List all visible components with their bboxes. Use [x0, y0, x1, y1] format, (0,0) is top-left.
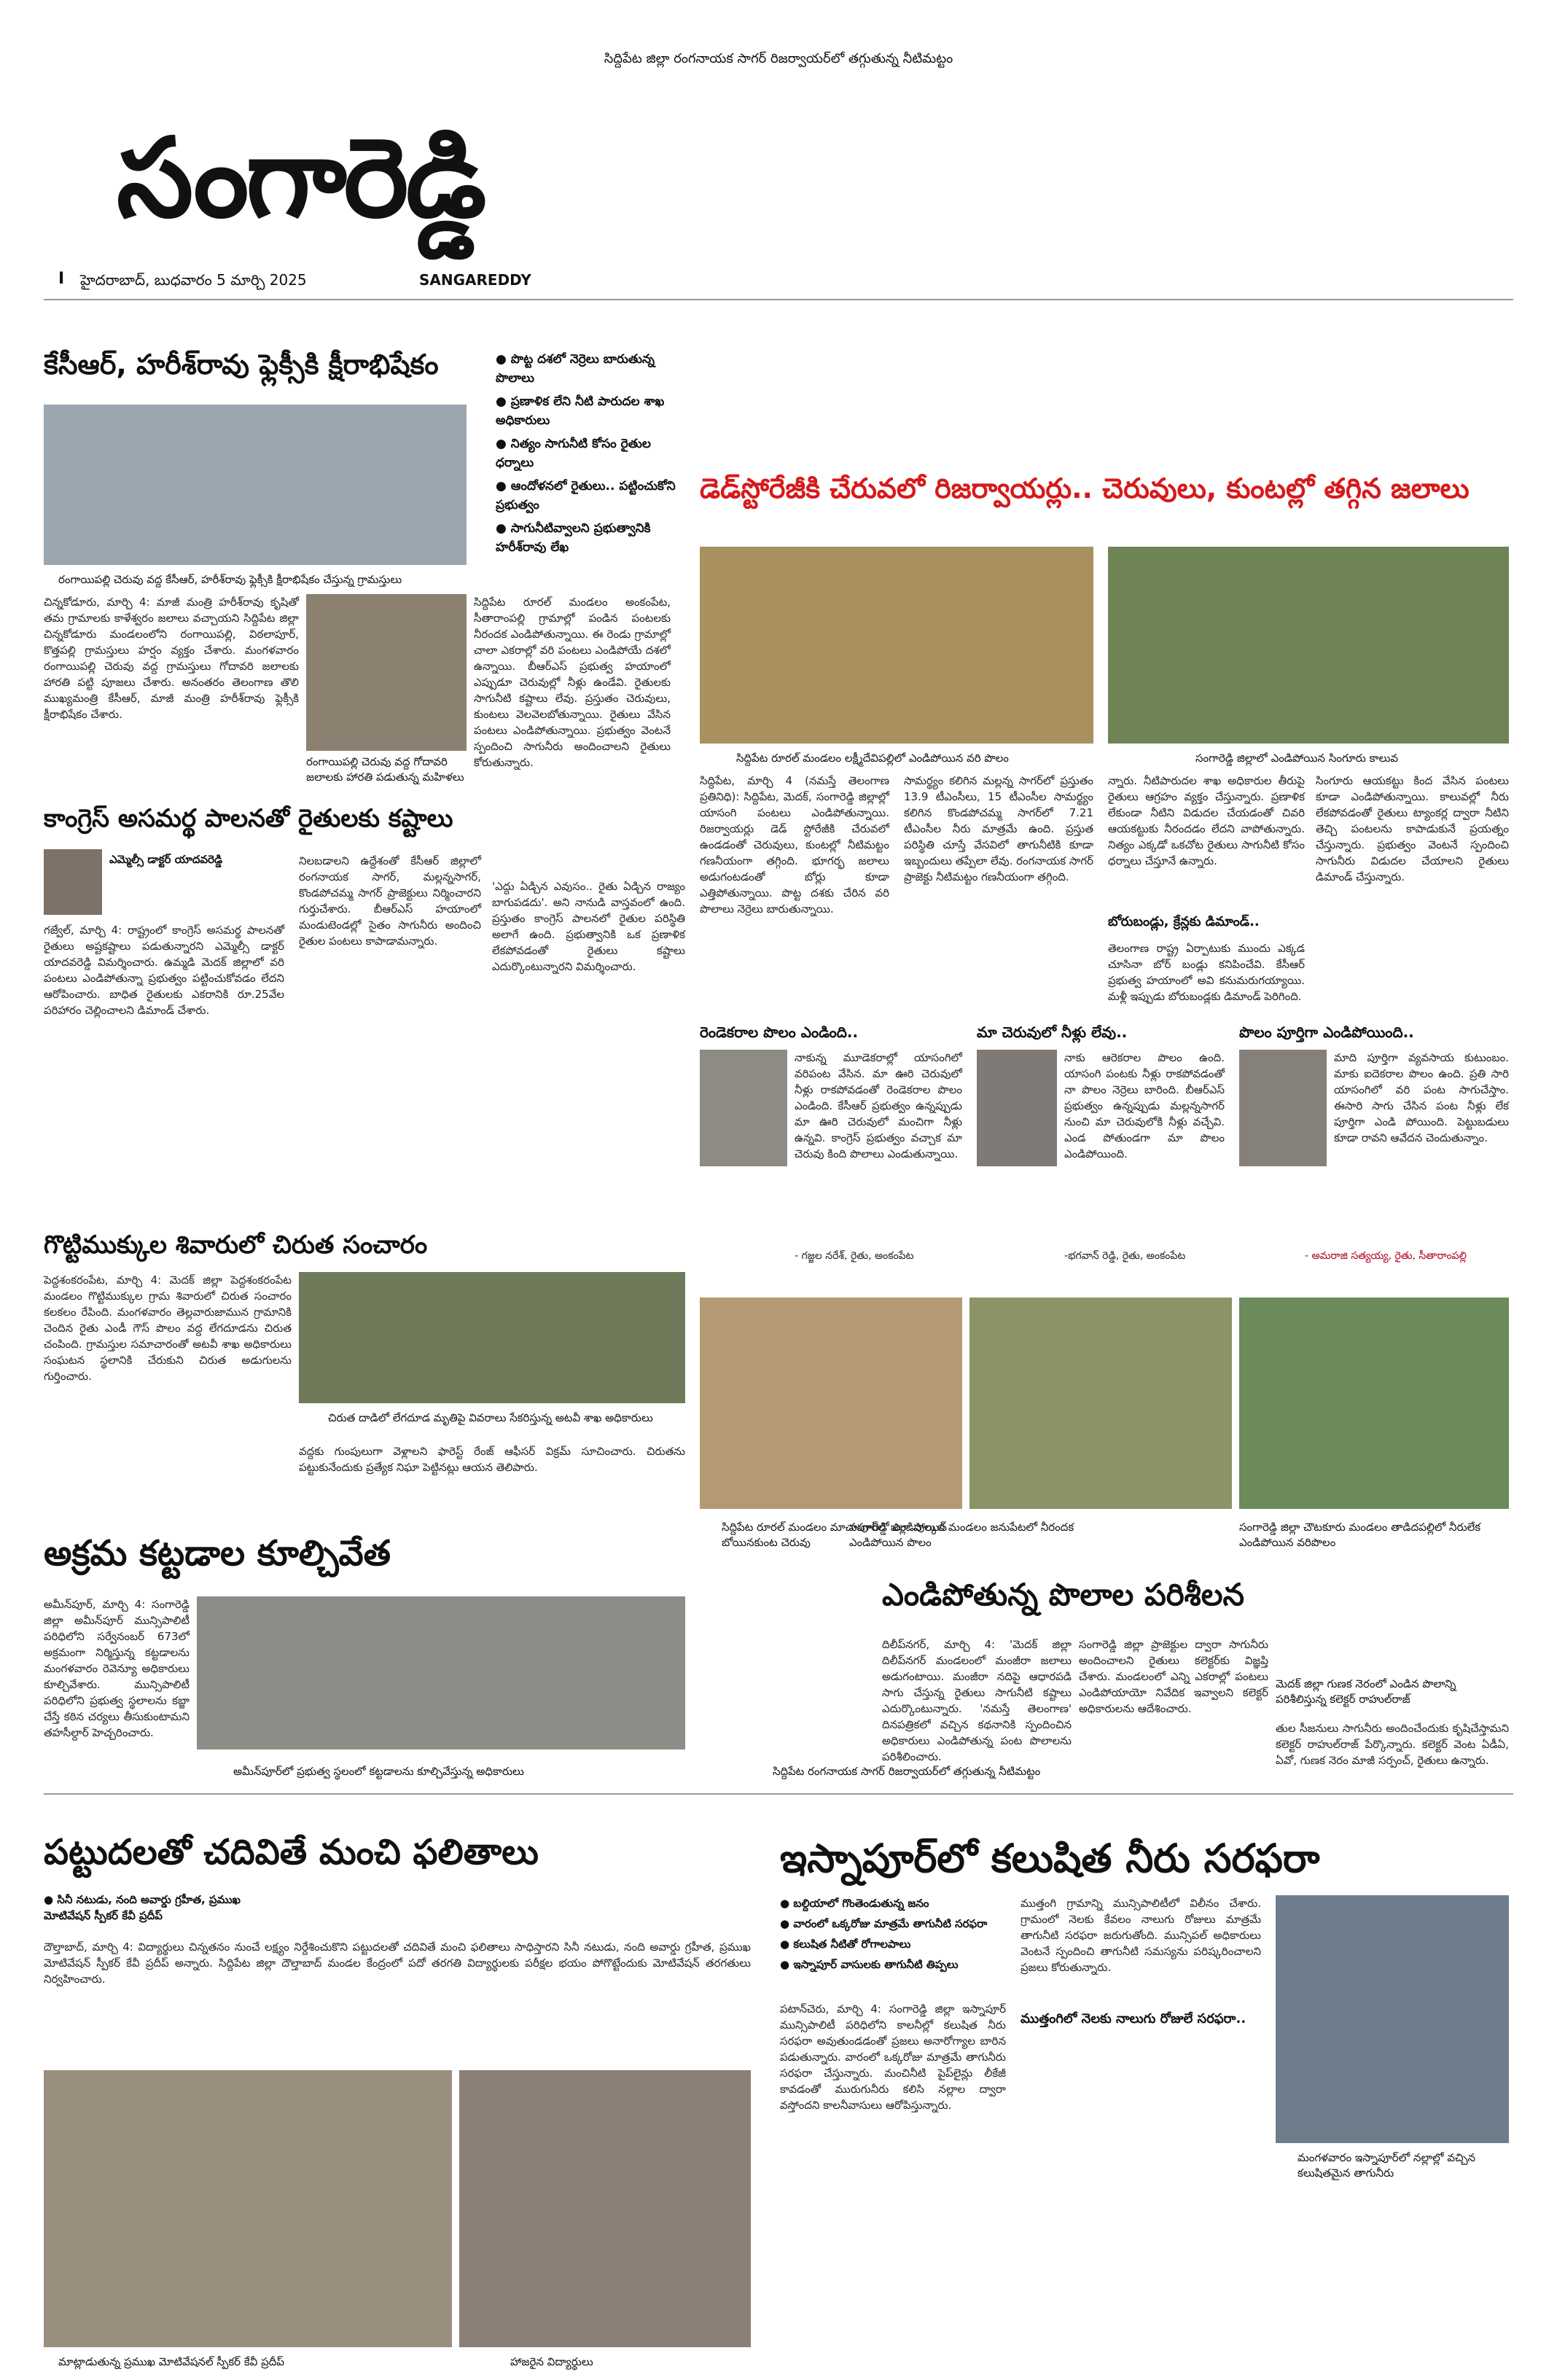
field-visit-headline: ఎండిపోతున్న పొలాల పరిశీలన	[882, 1577, 1245, 1612]
highlight-item: నిత్యం సాగునీటి కోసం రైతుల ధర్నాలు	[496, 434, 685, 472]
quote3-body: మాది పూర్తిగా వ్యవసాయ కుటుంబం. మాకు ఐదెక…	[1334, 1051, 1509, 1144]
story1-photo2	[306, 594, 467, 751]
congress-byline: ఎమ్మెల్సీ డాక్టర్ యాదవరెడ్డి	[109, 853, 223, 866]
mid-photo2-caption: సంగారెడ్డి జిల్లా పుల్కల్ మండలం జనుపేటలో…	[849, 1521, 1074, 1549]
quote1-photo	[700, 1050, 787, 1166]
water-body: పటాన్‌చెరు, మార్చి 4: సంగారెడ్డి జిల్లా …	[780, 2002, 1006, 2112]
water-bullet: కలుషిత నీటితో రోగాలపాలు	[780, 1936, 1013, 1952]
education-caption1: మాట్లాడుతున్న ప్రముఖ మోటివేషనల్ స్పీకర్ …	[58, 2355, 284, 2368]
quote2-headline: మా చెరువులో నీళ్లు లేవు..	[977, 1023, 1128, 1041]
demolition-photo	[197, 1596, 685, 1749]
masthead-title-en: SANGAREDDY	[419, 271, 531, 289]
water-photo	[1276, 1895, 1509, 2143]
education-headline: పట్టుదలతో చదివితే మంచి ఫలితాలు	[44, 1832, 539, 1873]
mid-photo3	[1239, 1298, 1509, 1509]
education-body: దౌల్తాబాద్, మార్చి 4: విద్యార్థులు చిన్న…	[44, 1940, 751, 1986]
story1-photo	[44, 405, 467, 565]
quote1-attr: - గజ్జల నరేశ్, రైతు, అంకంపేట	[795, 1250, 914, 1262]
main-headline: డెడ్‌స్టోరేజీకి చేరువలో రిజర్వాయర్లు.. చ…	[700, 472, 1470, 504]
quote2-body: నాకు ఆరెకరాల పొలం ఉంది. యాసంగి పంటకు నీళ…	[1064, 1051, 1225, 1160]
mid-photo2	[969, 1298, 1232, 1509]
main-photo1	[700, 547, 1093, 744]
water-bullet: బల్దియాలో గొంతెండుతున్న జనం	[780, 1895, 1013, 1911]
education-photo2	[459, 2070, 751, 2347]
water-caption: మంగళవారం ఇస్నాపూర్‌లో నల్లాల్లో వచ్చిన క…	[1298, 2151, 1476, 2180]
main-photo2-caption: సంగారెడ్డి జిల్లాలో ఎండిపోయిన సింగూరు కా…	[1195, 752, 1399, 765]
highlight-item: సాగునీటివ్వాలని ప్రభుత్వానికి హరీశ్‌రావు…	[496, 519, 685, 557]
main-photo2	[1108, 547, 1509, 744]
story1-body2: సిద్దిపేట రూరల్ మండలం అంకంపేట, సీతారాంపల…	[474, 596, 671, 769]
main-body-col3: న్నారు. నీటిపారుదల శాఖ అధికారుల తీరుపై ర…	[1108, 774, 1305, 867]
quote2-attr: -భగవాన్ రెడ్డి, రైతు, అంకంపేట	[1064, 1250, 1186, 1262]
demolition-headline: అక్రమ కట్టడాల కూల్చివేత	[44, 1533, 391, 1574]
main-photo1-caption: సిద్దిపేట రూరల్ మండలం లక్ష్మీదేవిపల్లిలో…	[736, 752, 1009, 765]
congress-body3: 'ఎద్దు ఏడ్చిన ఎవుసం.. రైతు ఏడ్చిన రాజ్యం…	[492, 880, 685, 973]
education-photo1	[44, 2070, 452, 2347]
demolition-caption: అమీన్‌పూర్‌లో ప్రభుత్వ స్థలంలో కట్టడాలను…	[233, 1765, 524, 1778]
highlights-list: పొట్ట దశలో నెర్రెలు బారుతున్న పొలాలు ప్ర…	[496, 350, 685, 561]
cheetah-headline: గొట్టిముక్కుల శివారులో చిరుత సంచారం	[44, 1230, 428, 1260]
highlight-item: పొట్ట దశలో నెర్రెలు బారుతున్న పొలాలు	[496, 350, 685, 388]
top-line: సిద్దిపేట జిల్లా రంగనాయక సాగర్ రిజర్వాయర…	[604, 51, 953, 66]
masthead-rule	[44, 299, 1513, 300]
water-body-top: ముత్తంగి గ్రామాన్ని మున్సిపాలిటీలో విలీన…	[1021, 1897, 1261, 1974]
cheetah-photo	[299, 1272, 685, 1403]
story1-headline: కేసీఆర్, హరీశ్‌రావు ఫ్లెక్సీకి క్షీరాభిష…	[44, 348, 439, 381]
main-body-col4: సింగూరు ఆయకట్టు కింద వేసిన పంటలు కూడా ఎం…	[1316, 774, 1509, 883]
story1-body: చిన్నకోడూరు, మార్చి 4: మాజీ మంత్రి హరీశ్…	[44, 596, 299, 721]
mid-photo1	[700, 1298, 962, 1509]
quote1-headline: రెండెకరాల పొలం ఎండింది..	[700, 1023, 859, 1041]
cheetah-body: పెద్దశంకరంపేట, మార్చి 4: మెదక్ జిల్లా పె…	[44, 1273, 292, 1383]
field-visit-caption: మెదక్ జిల్లా గుణక నెరంలో ఎండిన పొలాన్ని …	[1276, 1677, 1456, 1706]
education-bullet: సినీ నటుడు, నంది అవార్డు గ్రహీత, ప్రముఖ …	[44, 1892, 277, 1924]
quote3-photo	[1239, 1050, 1327, 1166]
field-visit-body2: సంగారెడ్డి జిల్లా ప్రాజెక్టుల ద్వారా సాగ…	[1079, 1638, 1268, 1715]
masthead-title: సంగారెడ్డి	[117, 115, 486, 242]
congress-photo	[44, 849, 102, 915]
main-body-col1: సిద్దిపేట, మార్చి 4 (నమస్తే తెలంగాణ ప్రత…	[700, 774, 889, 916]
congress-body2: నిలబడాలని ఉద్దేశంతో కేసీఆర్ జిల్లాలో రంగ…	[299, 854, 481, 948]
main-subhead-borlu: బోరుబండ్లు, క్రేన్లకు డిమాండ్..	[1108, 914, 1260, 929]
field-visit-body: దిలీప్‌నగర్, మార్చి 4: 'మెదక్ జిల్లా దిల…	[882, 1638, 1072, 1763]
congress-body1: గజ్వేల్, మార్చి 4: రాష్ట్రంలో కాంగ్రెస్ …	[44, 924, 284, 1017]
quote3-headline: పొలం పూర్తిగా ఎండిపోయింది..	[1239, 1023, 1414, 1041]
water-bullet: ఇస్నాపూర్ వాసులకు తాగునీటి తిప్పలు	[780, 1956, 1013, 1973]
highlight-item: ప్రణాళిక లేని నీటి పారుదల శాఖ అధికారులు	[496, 392, 685, 430]
mid-caption2: సిద్దిపేట రంగనాయక సాగర్ రిజర్వాయర్‌లో తగ…	[773, 1765, 1041, 1778]
cheetah-caption: చిరుత దాడిలో లేగదూడ మృతిపై వివరాలు సేకరి…	[328, 1411, 653, 1424]
mid-photo3-caption: సంగారెడ్డి జిల్లా చౌటకూరు మండలం తాడిదపల్…	[1239, 1521, 1481, 1549]
edition-mark: I	[58, 270, 65, 288]
education-caption2: హాజరైన విద్యార్థులు	[510, 2355, 593, 2368]
main-body-col2: సామర్థ్యం కలిగిన మల్లన్న సాగర్‌లో ప్రస్త…	[904, 774, 1093, 883]
quote2-photo	[977, 1050, 1057, 1166]
water-bullet: వారంలో ఒక్కరోజు మాత్రమే తాగునీటి సరఫరా	[780, 1916, 1013, 1932]
highlight-item: ఆందోళనలో రైతులు.. పట్టించుకోని ప్రభుత్వం	[496, 477, 685, 515]
education-bullets: సినీ నటుడు, నంది అవార్డు గ్రహీత, ప్రముఖ …	[44, 1892, 277, 1928]
congress-headline: కాంగ్రెస్ అసమర్థ పాలనతో రైతులకు కష్టాలు	[44, 804, 453, 833]
story1-caption2: రంగాయిపల్లి చెరువు వద్ద గోదావరి జలాలకు హ…	[306, 755, 464, 784]
dateline: హైదరాబాద్, బుధవారం 5 మార్చి 2025	[80, 271, 307, 289]
demolition-body: అమీన్‌పూర్, మార్చి 4: సంగారెడ్డి జిల్లా …	[44, 1598, 190, 1739]
main-body-borlu: తెలంగాణ రాష్ట్ర ఏర్పాటుకు ముందు ఎక్కడ చూ…	[1108, 942, 1305, 1003]
quote1-body: నాకున్న మూడెకరాల్లో యాసంగిలో వరిపంట వేసి…	[795, 1051, 962, 1160]
field-visit-body3: తుల సీజనులు సాగునీరు అందించేందుకు కృషిచే…	[1276, 1722, 1509, 1767]
cheetah-body2: వద్దకు గుంపులుగా వెళ్లాలని ఫారెస్ట్ రేంజ…	[299, 1445, 685, 1474]
water-subhead: ముత్తంగిలో నెలకు నాలుగు రోజులే సరఫరా..	[1021, 2011, 1246, 2026]
quote3-attr: - అమరాజి సత్యయ్య, రైతు, సీతారాంపల్లి	[1305, 1250, 1467, 1262]
mid-photo1-caption: సిద్దిపేట రూరల్ మండలం మాచాపూర్‌లో ఎండిపో…	[722, 1521, 947, 1549]
section-rule	[44, 1793, 1513, 1795]
water-headline: ఇస్నాపూర్‌లో కలుషిత నీరు సరఫరా	[780, 1835, 1320, 1881]
story1-caption: రంగాయిపల్లి చెరువు వద్ద కేసీఆర్, హరీశ్‌ర…	[58, 573, 402, 586]
water-bullets: బల్దియాలో గొంతెండుతున్న జనం వారంలో ఒక్కర…	[780, 1895, 1013, 1977]
